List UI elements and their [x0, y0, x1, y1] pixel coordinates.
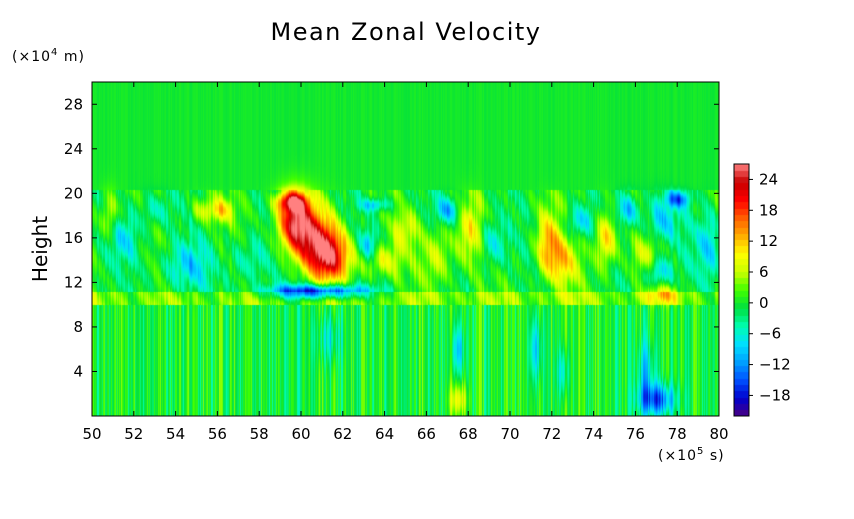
x-tick-label: 58 [250, 425, 269, 443]
heatmap-image [92, 82, 719, 416]
x-tick-label: 76 [626, 425, 645, 443]
x-tick-label: 50 [82, 425, 101, 443]
colorbar-tick-label: −18 [759, 386, 791, 404]
x-tick-label: 62 [333, 425, 352, 443]
y-unit-label: (×104 m) [12, 47, 85, 65]
chart-title: Mean Zonal Velocity [270, 18, 541, 46]
colorbar-tick-label: 12 [759, 232, 778, 250]
colorbar-tick-label: −12 [759, 356, 791, 374]
x-tick-label: 60 [291, 425, 310, 443]
colorbar-tick-label: 24 [759, 170, 778, 188]
x-axis-ticks: 50 52 54 56 58 60 62 64 66 68 70 72 74 76 78 80 [82, 82, 729, 443]
x-tick-label: 74 [584, 425, 603, 443]
y-tick-label: 28 [64, 95, 83, 113]
x-tick-label: 78 [668, 425, 687, 443]
x-tick-label: 68 [459, 425, 478, 443]
colorbar-ticks: 24 18 12 6 0 −6 −12 −18 [749, 170, 791, 404]
x-tick-label: 66 [417, 425, 436, 443]
y-tick-label: 24 [64, 140, 83, 158]
x-tick-label: 52 [124, 425, 143, 443]
x-tick-label: 80 [709, 425, 728, 443]
y-axis-label: Height [28, 216, 52, 282]
colorbar-tick-label: 0 [759, 294, 769, 312]
x-tick-label: 56 [208, 425, 227, 443]
colorbar-image [734, 164, 749, 416]
y-axis-ticks: 4 8 12 16 20 24 28 [64, 95, 719, 380]
y-tick-label: 4 [73, 362, 83, 380]
plot-frame [91, 81, 720, 417]
y-tick-label: 12 [64, 273, 83, 291]
heatmap-plot [91, 81, 720, 417]
x-tick-label: 72 [542, 425, 561, 443]
x-unit-label: (×105 s) [658, 446, 725, 464]
y-tick-label: 16 [64, 229, 83, 247]
colorbar: 24 18 12 6 0 −6 −12 −18 [733, 163, 791, 417]
colorbar-frame [733, 163, 750, 417]
colorbar-tick-label: −6 [759, 325, 781, 343]
colorbar-tick-label: 6 [759, 263, 769, 281]
y-tick-label: 20 [64, 184, 83, 202]
x-tick-label: 54 [166, 425, 185, 443]
colorbar-tick-label: 18 [759, 201, 778, 219]
x-tick-label: 64 [375, 425, 394, 443]
y-tick-label: 8 [73, 318, 83, 336]
x-tick-label: 70 [500, 425, 519, 443]
